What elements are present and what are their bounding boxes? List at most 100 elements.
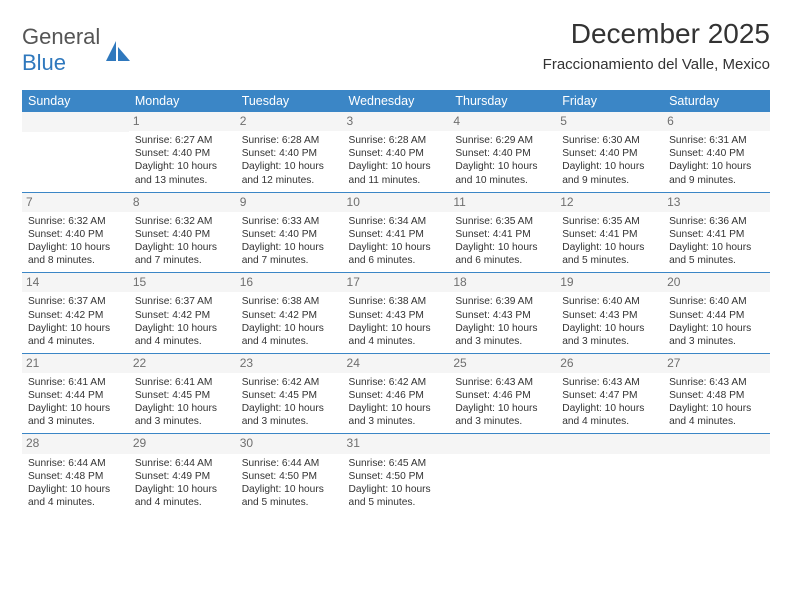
- cell-sunset: Sunset: 4:41 PM: [455, 228, 550, 241]
- cell-day1: Daylight: 10 hours: [349, 402, 444, 415]
- cell-sunrise: Sunrise: 6:27 AM: [135, 134, 230, 147]
- cell-sunset: Sunset: 4:40 PM: [135, 228, 230, 241]
- cell-day2: and 7 minutes.: [242, 254, 337, 267]
- cell-day1: Daylight: 10 hours: [242, 322, 337, 335]
- day-number: 30: [236, 434, 343, 453]
- cell-sunrise: Sunrise: 6:43 AM: [669, 376, 764, 389]
- calendar-cell: 27Sunrise: 6:43 AMSunset: 4:48 PMDayligh…: [663, 353, 770, 434]
- calendar-cell: [663, 434, 770, 514]
- cell-day2: and 3 minutes.: [135, 415, 230, 428]
- calendar-cell: 9Sunrise: 6:33 AMSunset: 4:40 PMDaylight…: [236, 192, 343, 273]
- cell-day1: Daylight: 10 hours: [455, 322, 550, 335]
- day-number: 3: [343, 112, 450, 131]
- day-number: 2: [236, 112, 343, 131]
- day-number: 13: [663, 193, 770, 212]
- cell-day2: and 5 minutes.: [562, 254, 657, 267]
- cell-sunrise: Sunrise: 6:28 AM: [349, 134, 444, 147]
- cell-sunrise: Sunrise: 6:43 AM: [562, 376, 657, 389]
- day-number: 19: [556, 273, 663, 292]
- calendar-row: 21Sunrise: 6:41 AMSunset: 4:44 PMDayligh…: [22, 353, 770, 434]
- cell-sunrise: Sunrise: 6:30 AM: [562, 134, 657, 147]
- calendar-cell: 4Sunrise: 6:29 AMSunset: 4:40 PMDaylight…: [449, 112, 556, 192]
- cell-sunrise: Sunrise: 6:36 AM: [669, 215, 764, 228]
- cell-day2: and 10 minutes.: [455, 174, 550, 187]
- cell-sunset: Sunset: 4:47 PM: [562, 389, 657, 402]
- cell-sunset: Sunset: 4:45 PM: [242, 389, 337, 402]
- calendar-cell: 25Sunrise: 6:43 AMSunset: 4:46 PMDayligh…: [449, 353, 556, 434]
- cell-day1: Daylight: 10 hours: [669, 241, 764, 254]
- weekday-header: Monday: [129, 90, 236, 112]
- logo-text: General Blue: [22, 24, 100, 76]
- cell-sunset: Sunset: 4:46 PM: [349, 389, 444, 402]
- cell-sunset: Sunset: 4:40 PM: [349, 147, 444, 160]
- cell-day1: Daylight: 10 hours: [455, 160, 550, 173]
- cell-sunset: Sunset: 4:43 PM: [562, 309, 657, 322]
- cell-day1: Daylight: 10 hours: [349, 160, 444, 173]
- cell-day2: and 3 minutes.: [669, 335, 764, 348]
- cell-sunset: Sunset: 4:48 PM: [28, 470, 123, 483]
- day-number: 5: [556, 112, 663, 131]
- cell-day1: Daylight: 10 hours: [135, 483, 230, 496]
- cell-day2: and 7 minutes.: [135, 254, 230, 267]
- cell-sunset: Sunset: 4:49 PM: [135, 470, 230, 483]
- cell-day2: and 4 minutes.: [669, 415, 764, 428]
- calendar-row: 1Sunrise: 6:27 AMSunset: 4:40 PMDaylight…: [22, 112, 770, 192]
- day-number: 1: [129, 112, 236, 131]
- day-number: [22, 112, 129, 132]
- calendar-cell: 3 Sunrise: 6:28 AMSunset: 4:40 PMDaylight…: [343, 112, 450, 192]
- cell-day1: Daylight: 10 hours: [135, 160, 230, 173]
- day-number: 21: [22, 354, 129, 373]
- cell-sunset: Sunset: 4:48 PM: [669, 389, 764, 402]
- cell-day1: Daylight: 10 hours: [242, 483, 337, 496]
- calendar-table: Sunday Monday Tuesday Wednesday Thursday…: [22, 90, 770, 514]
- cell-sunset: Sunset: 4:40 PM: [669, 147, 764, 160]
- day-number: 26: [556, 354, 663, 373]
- cell-day1: Daylight: 10 hours: [455, 241, 550, 254]
- day-number: 4: [449, 112, 556, 131]
- calendar-cell: 26Sunrise: 6:43 AMSunset: 4:47 PMDayligh…: [556, 353, 663, 434]
- cell-sunset: Sunset: 4:40 PM: [455, 147, 550, 160]
- cell-sunrise: Sunrise: 6:38 AM: [242, 295, 337, 308]
- cell-sunrise: Sunrise: 6:45 AM: [349, 457, 444, 470]
- weekday-header-row: Sunday Monday Tuesday Wednesday Thursday…: [22, 90, 770, 112]
- cell-day1: Daylight: 10 hours: [28, 241, 123, 254]
- cell-day1: Daylight: 10 hours: [669, 402, 764, 415]
- weekday-header: Wednesday: [343, 90, 450, 112]
- calendar-cell: 7Sunrise: 6:32 AMSunset: 4:40 PMDaylight…: [22, 192, 129, 273]
- weekday-header: Sunday: [22, 90, 129, 112]
- cell-day2: and 11 minutes.: [349, 174, 444, 187]
- cell-day2: and 3 minutes.: [242, 415, 337, 428]
- calendar-cell: 20Sunrise: 6:40 AMSunset: 4:44 PMDayligh…: [663, 273, 770, 354]
- calendar-cell: 18Sunrise: 6:39 AMSunset: 4:43 PMDayligh…: [449, 273, 556, 354]
- cell-sunrise: Sunrise: 6:31 AM: [669, 134, 764, 147]
- cell-day1: Daylight: 10 hours: [135, 402, 230, 415]
- calendar-cell: 12Sunrise: 6:35 AMSunset: 4:41 PMDayligh…: [556, 192, 663, 273]
- cell-sunset: Sunset: 4:46 PM: [455, 389, 550, 402]
- day-number: 28: [22, 434, 129, 453]
- cell-day2: and 4 minutes.: [135, 496, 230, 509]
- calendar-cell: 29Sunrise: 6:44 AMSunset: 4:49 PMDayligh…: [129, 434, 236, 514]
- day-number: [556, 434, 663, 454]
- cell-sunrise: Sunrise: 6:34 AM: [349, 215, 444, 228]
- cell-sunrise: Sunrise: 6:44 AM: [135, 457, 230, 470]
- cell-day2: and 4 minutes.: [28, 496, 123, 509]
- logo: General Blue: [22, 24, 132, 76]
- cell-day2: and 3 minutes.: [562, 335, 657, 348]
- cell-sunset: Sunset: 4:44 PM: [669, 309, 764, 322]
- cell-day1: Daylight: 10 hours: [28, 322, 123, 335]
- cell-sunset: Sunset: 4:45 PM: [135, 389, 230, 402]
- weekday-header: Friday: [556, 90, 663, 112]
- cell-sunset: Sunset: 4:43 PM: [349, 309, 444, 322]
- day-number: 12: [556, 193, 663, 212]
- cell-sunrise: Sunrise: 6:40 AM: [669, 295, 764, 308]
- cell-day1: Daylight: 10 hours: [562, 160, 657, 173]
- calendar-cell: 31Sunrise: 6:45 AMSunset: 4:50 PMDayligh…: [343, 434, 450, 514]
- cell-sunset: Sunset: 4:42 PM: [28, 309, 123, 322]
- cell-sunrise: Sunrise: 6:35 AM: [562, 215, 657, 228]
- cell-sunrise: Sunrise: 6:32 AM: [28, 215, 123, 228]
- cell-day2: and 6 minutes.: [349, 254, 444, 267]
- cell-sunrise: Sunrise: 6:41 AM: [28, 376, 123, 389]
- cell-sunset: Sunset: 4:42 PM: [135, 309, 230, 322]
- calendar-cell: 5Sunrise: 6:30 AMSunset: 4:40 PMDaylight…: [556, 112, 663, 192]
- cell-day2: and 13 minutes.: [135, 174, 230, 187]
